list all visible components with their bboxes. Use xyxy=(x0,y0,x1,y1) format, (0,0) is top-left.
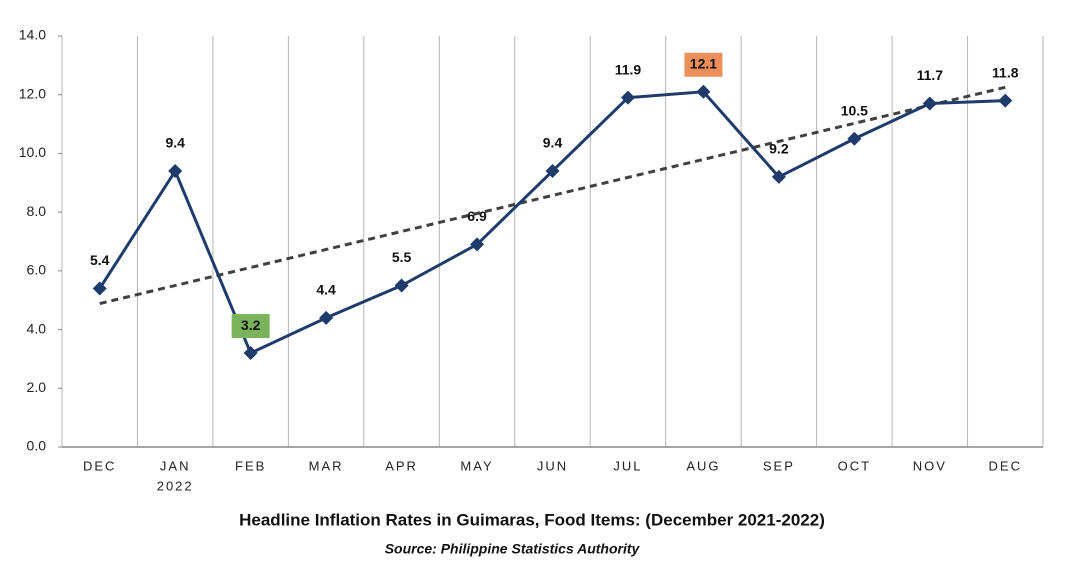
data-label: 10.5 xyxy=(841,102,868,118)
y-tick-label: 12.0 xyxy=(19,85,46,101)
marker xyxy=(620,90,635,105)
marker xyxy=(998,93,1013,108)
x-tick-label: APR xyxy=(385,458,418,473)
marker xyxy=(394,278,409,293)
data-label: 5.4 xyxy=(90,252,110,268)
chart-title: Headline Inflation Rates in Guimaras, Fo… xyxy=(239,510,825,529)
y-tick-label: 4.0 xyxy=(27,320,47,336)
marker xyxy=(470,237,485,252)
marker xyxy=(319,310,334,325)
x-tick-label: JUL xyxy=(613,458,642,473)
data-label: 9.2 xyxy=(769,141,789,157)
data-label: 5.5 xyxy=(392,249,412,265)
data-label: 9.4 xyxy=(165,135,185,151)
data-label: 3.2 xyxy=(241,317,261,333)
marker xyxy=(545,164,560,179)
marker xyxy=(696,84,711,99)
x-tick-label: JAN xyxy=(160,458,191,473)
x-tick-label: NOV xyxy=(913,458,947,473)
data-label: 4.4 xyxy=(316,282,336,298)
data-label: 12.1 xyxy=(690,55,717,71)
x-tick-label: JUN xyxy=(537,458,568,473)
x-tick-sublabel: 2022 xyxy=(157,478,194,493)
chart-source: Source: Philippine Statistics Authority xyxy=(385,541,641,557)
x-tick-label: SEP xyxy=(763,458,795,473)
x-tick-label: MAY xyxy=(460,458,493,473)
marker xyxy=(771,169,786,184)
marker xyxy=(847,131,862,146)
marker xyxy=(243,346,258,361)
line xyxy=(98,90,1006,356)
x-tick-label: AUG xyxy=(686,458,720,473)
data-label: 11.8 xyxy=(992,64,1019,80)
marker xyxy=(922,96,937,111)
x-tick-label: FEB xyxy=(235,458,266,473)
y-tick-label: 14.0 xyxy=(19,27,46,43)
x-tick-label: MAR xyxy=(309,458,344,473)
x-tick-label: DEC xyxy=(989,458,1022,473)
y-tick-label: 2.0 xyxy=(27,379,47,395)
data-label: 6.9 xyxy=(467,208,487,224)
y-tick-label: 0.0 xyxy=(27,438,47,454)
y-tick-label: 10.0 xyxy=(19,144,46,160)
label-highlight xyxy=(684,52,723,77)
trendline xyxy=(99,85,1006,305)
y-tick-label: 8.0 xyxy=(27,203,47,219)
x-tick-label: OCT xyxy=(838,458,871,473)
data-label: 11.7 xyxy=(917,67,944,83)
x-tick-label: DEC xyxy=(83,458,116,473)
data-label: 11.9 xyxy=(615,61,642,77)
label-highlight xyxy=(231,314,270,339)
y-tick-label: 6.0 xyxy=(27,262,47,278)
marker xyxy=(92,281,107,296)
marker xyxy=(168,164,183,179)
data-label: 9.4 xyxy=(543,135,563,151)
